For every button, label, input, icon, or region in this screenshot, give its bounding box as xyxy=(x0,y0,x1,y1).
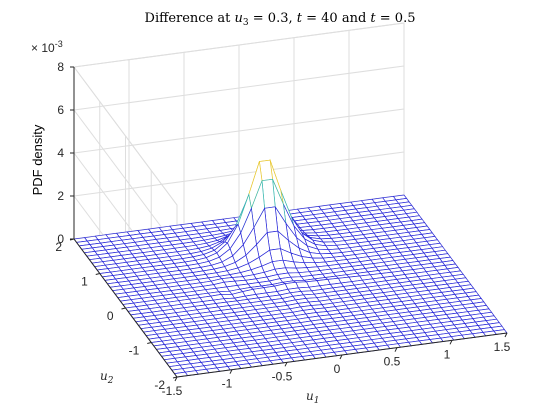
surface-mesh xyxy=(73,158,508,378)
y-tick-mark xyxy=(121,307,126,310)
x-tick-mark xyxy=(284,362,288,367)
y-tick-label: -2 xyxy=(154,378,165,392)
y-tick-label: 2 xyxy=(55,240,62,254)
x-tick-mark xyxy=(229,369,233,374)
x-tick-label: 1.5 xyxy=(494,340,511,354)
x-tick-mark xyxy=(449,340,453,345)
y-tick-mark xyxy=(95,273,100,275)
z-tick-label: 6 xyxy=(57,103,64,117)
x-tick-label: -0.5 xyxy=(272,369,293,383)
z-exponent: × 10-3 xyxy=(31,39,63,55)
y-tick-label: 0 xyxy=(107,309,114,323)
y-tick-label: 1 xyxy=(81,275,88,289)
x-tick-label: -1 xyxy=(222,377,233,391)
chart-title: Difference at u3 = 0.3, t = 40 and t = 0… xyxy=(145,11,416,28)
x-tick-mark xyxy=(174,376,178,382)
y-tick-mark xyxy=(147,342,152,344)
z-tick-label: 0 xyxy=(57,232,64,246)
y-tick-label: -1 xyxy=(129,344,140,358)
x-tick-label: 1 xyxy=(444,347,451,361)
x-tick-label: 0 xyxy=(334,362,341,376)
y-tick-mark xyxy=(172,376,178,379)
y-axis-label: u2 xyxy=(100,369,114,386)
x-axis-label: u1 xyxy=(306,389,319,406)
z-tick-label: 4 xyxy=(57,146,64,160)
x-tick-label: 0.5 xyxy=(384,355,401,369)
z-tick-label: 2 xyxy=(57,189,64,203)
x-tick-mark xyxy=(504,332,508,338)
x-tick-mark xyxy=(394,347,398,352)
x-tick-label: -1.5 xyxy=(162,384,183,398)
z-tick-label: 8 xyxy=(57,60,64,74)
z-axis-label: PDF density xyxy=(30,124,45,195)
x-tick-mark xyxy=(339,354,343,360)
